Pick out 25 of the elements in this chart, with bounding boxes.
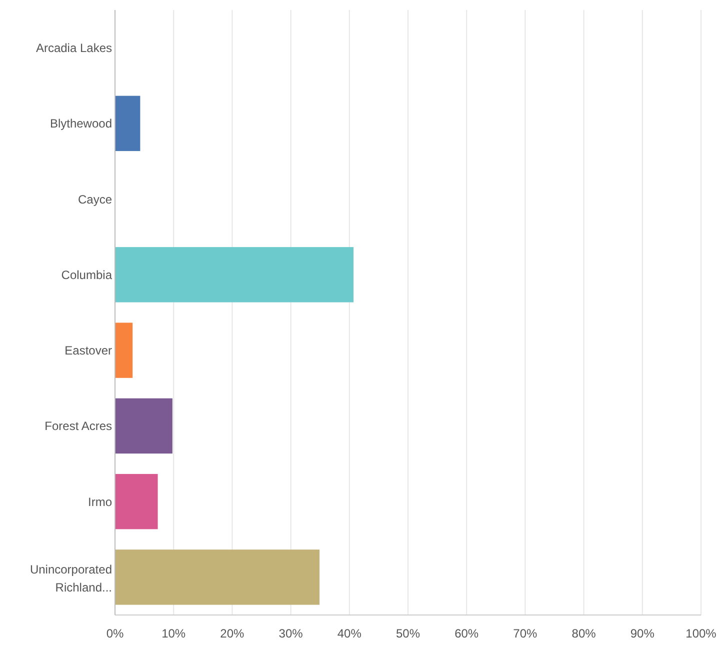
x-tick-label: 0% [106,626,124,641]
x-tick-label: 40% [337,626,362,641]
y-tick-label: Irmo [88,494,112,509]
bar [115,96,140,152]
y-tick-label: Blythewood [50,116,112,131]
x-tick-label: 50% [396,626,420,641]
x-tick-label: 90% [630,626,655,641]
bar [115,247,354,302]
x-tick-label: 30% [278,626,304,641]
bar [115,322,133,378]
x-tick-label: 10% [162,626,186,641]
x-tick-label: 60% [454,626,479,641]
x-tick-label: 70% [513,626,538,641]
bar [115,474,158,530]
x-tick-label: 80% [572,626,596,641]
y-tick-label: Columbia [61,268,112,282]
y-tick-label: Forest Acres [44,419,112,434]
y-tick-label: Eastover [64,344,112,358]
x-tick-label: 100% [686,626,717,641]
bar [115,398,172,454]
bar [115,550,320,605]
y-tick-label: Unincorporated Richland... [30,562,112,595]
x-tick-label: 20% [220,626,245,641]
y-tick-label: Arcadia Lakes [36,41,112,56]
y-tick-label: Cayce [78,192,112,206]
